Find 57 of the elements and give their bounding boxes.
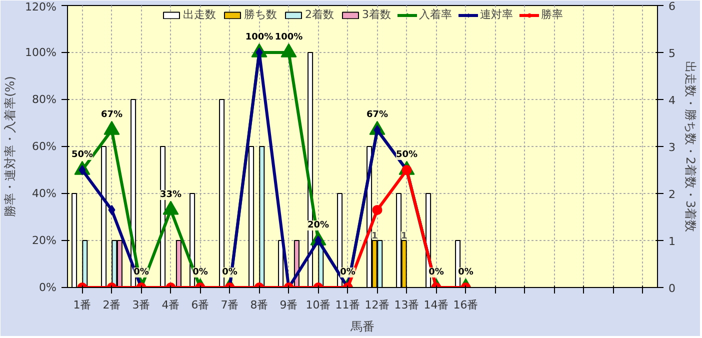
data-label: 0% bbox=[134, 268, 149, 278]
y-tick-label: 120% bbox=[25, 0, 57, 14]
data-label: 50% bbox=[396, 150, 418, 160]
x-tick-label: 13番 bbox=[394, 298, 420, 312]
x-tick-label: 14番 bbox=[424, 298, 449, 312]
y-tick-label: 60% bbox=[32, 140, 57, 153]
legend-label: 出走数 bbox=[183, 7, 216, 22]
x-tick-label: 10番 bbox=[306, 298, 331, 312]
y2-tick-label: 1 bbox=[668, 235, 676, 248]
y-tick-label: 80% bbox=[32, 93, 57, 106]
y2-tick-label: 6 bbox=[668, 0, 676, 13]
point bbox=[104, 120, 120, 135]
y2-tick-label: 5 bbox=[668, 47, 676, 60]
x-tick-label: 7番 bbox=[220, 298, 239, 312]
x-axis-title: 馬番 bbox=[350, 320, 374, 334]
legend-label: 入着率 bbox=[419, 7, 452, 22]
y2-axis-title: 出走数・勝ち数・2着数・3着数 bbox=[684, 60, 698, 232]
legend-label: 3着数 bbox=[362, 7, 391, 22]
data-label: 0% bbox=[428, 268, 444, 278]
y2-tick-label: 4 bbox=[668, 94, 676, 107]
y2-tick-label: 2 bbox=[668, 188, 676, 201]
x-tick-label: 12番 bbox=[364, 298, 390, 312]
data-label: 0% bbox=[222, 268, 238, 278]
y-tick-label: 20% bbox=[32, 234, 57, 247]
data-label: 0% bbox=[340, 268, 356, 278]
legend-label: 連対率 bbox=[480, 7, 513, 22]
x-tick-label: 6番 bbox=[191, 298, 210, 312]
data-label: 50% bbox=[71, 150, 94, 160]
data-label: 0% bbox=[192, 268, 208, 278]
data-label: 67% bbox=[100, 110, 123, 120]
y2-tick-label: 0 bbox=[668, 282, 676, 295]
data-label: 1 bbox=[400, 232, 408, 242]
legend-label: 勝率 bbox=[541, 7, 563, 22]
x-tick-label: 2番 bbox=[102, 298, 121, 312]
x-tick-label: 8番 bbox=[250, 298, 268, 312]
data-label: 33% bbox=[160, 190, 182, 200]
x-tick-label: 4番 bbox=[162, 298, 180, 312]
y-axis-title: 勝率・連対率・入着率(%) bbox=[3, 76, 18, 217]
y-tick-label: 100% bbox=[25, 46, 57, 59]
legend-label: 勝ち数 bbox=[244, 7, 277, 22]
y2-tick-label: 3 bbox=[668, 141, 676, 154]
data-label: 20% bbox=[307, 220, 330, 230]
x-tick-label: 16番 bbox=[453, 298, 478, 312]
point bbox=[162, 200, 179, 215]
y-tick-label: 40% bbox=[32, 187, 57, 200]
data-label: 0% bbox=[458, 268, 474, 278]
y-tick-label: 0% bbox=[39, 281, 56, 294]
point bbox=[280, 43, 297, 58]
legend-label: 2着数 bbox=[305, 7, 334, 22]
x-tick-label: 3番 bbox=[132, 298, 150, 312]
data-label: 67% bbox=[366, 110, 388, 120]
x-tick-label: 1番 bbox=[73, 298, 92, 312]
data-label: 100% bbox=[245, 32, 274, 42]
data-label: 1 bbox=[371, 232, 378, 242]
data-label: 100% bbox=[274, 32, 303, 42]
x-tick-label: 11番 bbox=[335, 298, 360, 312]
x-tick-label: 9番 bbox=[280, 298, 298, 312]
